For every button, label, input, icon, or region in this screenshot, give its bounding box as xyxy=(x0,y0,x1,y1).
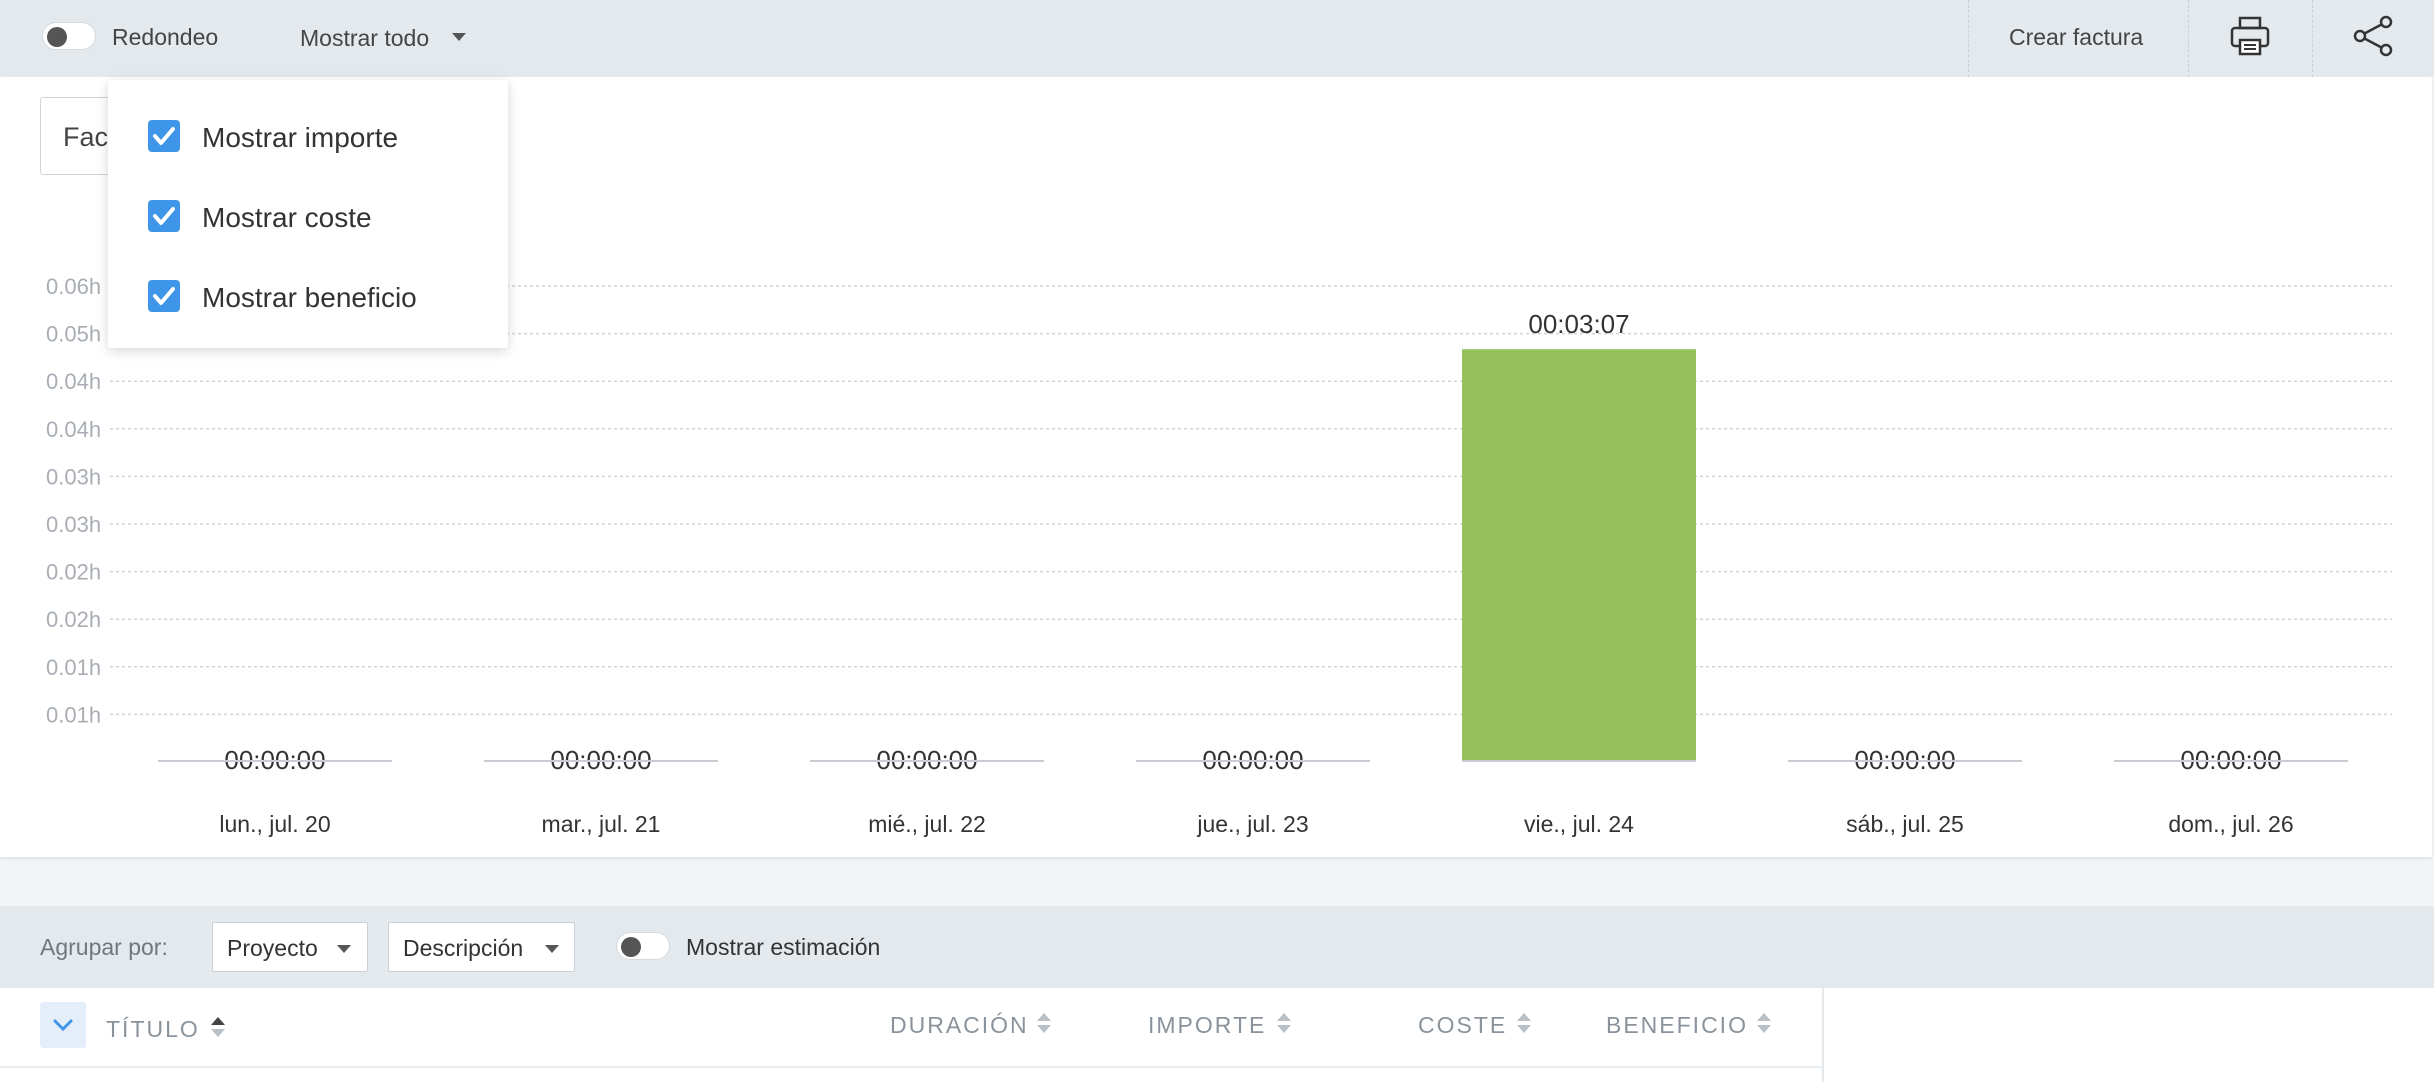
x-tick-label: mar., jul. 21 xyxy=(542,811,661,837)
show-all-dropdown[interactable]: Mostrar todo xyxy=(300,25,430,51)
group-by-bar: Agrupar por: Proyecto Descripción Mostra… xyxy=(0,906,2434,988)
dropdown-item-label: Mostrar beneficio xyxy=(202,282,417,313)
y-tick-label: 0.02h xyxy=(46,560,101,585)
x-tick-label: lun., jul. 20 xyxy=(219,811,330,837)
column-header-amount[interactable]: IMPORTE xyxy=(1148,1012,1267,1038)
dropdown-item-label: Mostrar importe xyxy=(202,122,399,153)
table-side-panel xyxy=(1824,988,2434,1082)
sort-icon[interactable] xyxy=(1276,1012,1292,1034)
checkbox-checked-icon[interactable] xyxy=(148,200,180,232)
report-table-header: TÍTULO DURACIÓN IMPORTE COSTE BENEFICIO xyxy=(0,988,1824,1082)
column-header-duration[interactable]: DURACIÓN xyxy=(890,1012,1029,1038)
toolbar-divider xyxy=(2188,0,2189,77)
y-tick-label: 0.01h xyxy=(46,702,101,727)
chevron-down-icon[interactable] xyxy=(452,33,466,41)
x-tick-label: jue., jul. 23 xyxy=(1196,811,1308,837)
group-by-label: Agrupar por: xyxy=(40,934,168,960)
bar xyxy=(1462,349,1696,760)
group-select-description[interactable]: Descripción xyxy=(388,922,575,972)
column-header-title[interactable]: TÍTULO xyxy=(106,1016,200,1042)
x-tick-label: mié., jul. 22 xyxy=(868,811,986,837)
y-tick-label: 0.05h xyxy=(46,322,101,347)
y-tick-label: 0.01h xyxy=(46,655,101,680)
chevron-down-icon xyxy=(545,945,559,953)
rounding-toggle[interactable] xyxy=(42,22,96,50)
rounding-label: Redondeo xyxy=(112,24,219,50)
bar-value-label: 00:03:07 xyxy=(1528,309,1629,339)
checkbox-checked-icon[interactable] xyxy=(148,280,180,312)
show-estimate-toggle[interactable] xyxy=(616,932,670,960)
y-tick-label: 0.04h xyxy=(46,369,101,394)
x-tick-label: dom., jul. 26 xyxy=(2168,811,2293,837)
create-invoice-button[interactable]: Crear factura xyxy=(2009,24,2144,50)
chevron-down-icon xyxy=(53,1019,73,1032)
show-options-dropdown: Mostrar importe Mostrar coste Mostrar be… xyxy=(108,80,508,348)
sort-icon[interactable] xyxy=(1756,1012,1772,1034)
toolbar-divider xyxy=(1968,0,1969,77)
toolbar-divider xyxy=(2312,0,2313,77)
filter-text: Fac xyxy=(63,122,109,152)
toggle-knob xyxy=(621,937,641,957)
y-tick-label: 0.02h xyxy=(46,607,101,632)
show-estimate-label: Mostrar estimación xyxy=(686,934,881,960)
column-header-cost[interactable]: COSTE xyxy=(1418,1012,1508,1038)
chevron-down-icon xyxy=(337,945,351,953)
select-value: Proyecto xyxy=(227,935,318,961)
sort-icon[interactable] xyxy=(1036,1012,1052,1034)
share-icon[interactable] xyxy=(2352,14,2396,58)
select-value: Descripción xyxy=(403,935,524,961)
toggle-knob xyxy=(47,27,67,47)
y-tick-label: 0.03h xyxy=(46,464,101,489)
printer-icon[interactable] xyxy=(2228,14,2272,58)
group-select-project[interactable]: Proyecto xyxy=(212,922,368,972)
checkbox-checked-icon[interactable] xyxy=(148,120,180,152)
y-tick-label: 0.04h xyxy=(46,417,101,442)
header-divider xyxy=(0,1066,1822,1068)
top-toolbar: Redondeo Mostrar todo Crear factura xyxy=(0,0,2434,77)
dropdown-item-label: Mostrar coste xyxy=(202,202,372,233)
sort-ascending-icon[interactable] xyxy=(210,1016,226,1038)
expand-all-button[interactable] xyxy=(40,1002,86,1048)
x-tick-label: sáb., jul. 25 xyxy=(1846,811,1964,837)
x-tick-label: vie., jul. 24 xyxy=(1524,811,1634,837)
y-tick-label: 0.03h xyxy=(46,512,101,537)
column-header-profit[interactable]: BENEFICIO xyxy=(1606,1012,1748,1038)
y-tick-label: 0.06h xyxy=(46,274,101,299)
sort-icon[interactable] xyxy=(1516,1012,1532,1034)
